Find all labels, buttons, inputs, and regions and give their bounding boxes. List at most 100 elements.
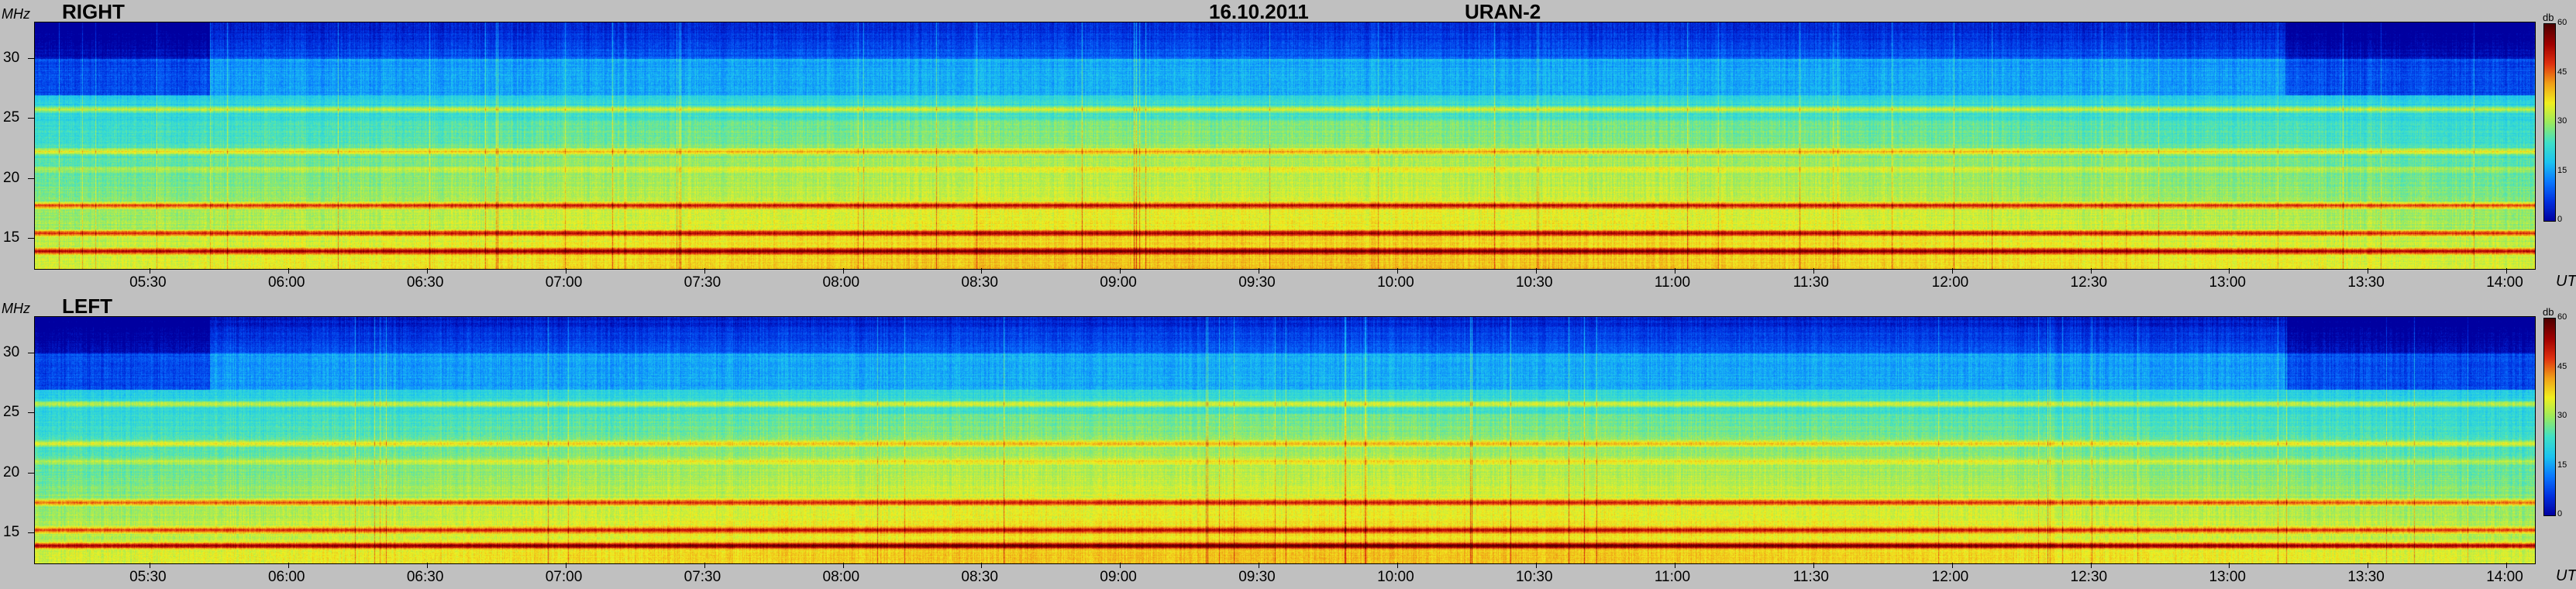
y-tick-mark <box>28 472 34 474</box>
x-tick-label: 06:30 <box>406 274 444 291</box>
x-tick-mark <box>704 563 705 568</box>
x-tick-mark <box>1535 563 1537 568</box>
x-tick-label: 12:00 <box>1931 274 1969 291</box>
colorbar <box>2543 318 2556 516</box>
x-tick-mark <box>704 268 705 274</box>
x-tick-label: 14:00 <box>2486 274 2523 291</box>
x-tick-mark <box>1535 268 1537 274</box>
x-tick-mark <box>1951 268 1953 274</box>
x-tick-mark <box>1120 563 1121 568</box>
y-tick-label: 25 <box>3 109 20 126</box>
x-tick-label: 14:00 <box>2486 569 2523 585</box>
x-tick-label: 09:00 <box>1100 569 1137 585</box>
x-axis-unit: UT <box>2556 567 2576 584</box>
x-tick-mark <box>981 563 983 568</box>
x-tick-mark <box>2229 268 2230 274</box>
x-tick-label: 12:30 <box>2070 569 2108 585</box>
x-tick-label: 06:00 <box>267 274 305 291</box>
x-tick-label: 13:30 <box>2347 569 2385 585</box>
observation-date: 16.10.2011 <box>1209 0 1309 23</box>
x-tick-mark <box>1120 268 1121 274</box>
colorbar-tick-label: 30 <box>2557 116 2567 126</box>
colorbar-unit: db <box>2543 306 2554 318</box>
x-tick-label: 07:30 <box>684 274 721 291</box>
panel-label: LEFT <box>62 294 112 318</box>
x-tick-label: 05:30 <box>129 569 167 585</box>
x-tick-mark <box>1397 268 1399 274</box>
x-tick-label: 08:00 <box>822 274 860 291</box>
x-tick-mark <box>565 268 567 274</box>
colorbar-tick-label: 45 <box>2557 67 2567 77</box>
y-tick-label: 15 <box>3 229 20 246</box>
x-tick-mark <box>426 268 428 274</box>
y-tick-mark <box>28 412 34 414</box>
x-tick-mark <box>842 268 844 274</box>
x-tick-label: 11:30 <box>1793 274 1829 291</box>
x-tick-label: 07:00 <box>545 569 583 585</box>
x-tick-label: 08:30 <box>961 569 998 585</box>
x-tick-mark <box>842 563 844 568</box>
colorbar-tick-label: 15 <box>2557 165 2567 175</box>
x-tick-label: 10:30 <box>1515 274 1553 291</box>
x-tick-label: 07:30 <box>684 569 721 585</box>
x-tick-label: 10:30 <box>1515 569 1553 585</box>
x-tick-label: 07:00 <box>545 274 583 291</box>
instrument-name: URAN-2 <box>1465 0 1541 23</box>
y-tick-label: 30 <box>3 49 20 66</box>
x-tick-mark <box>426 563 428 568</box>
y-tick-label: 25 <box>3 404 20 421</box>
panel-label: RIGHT <box>62 0 125 23</box>
x-tick-label: 09:00 <box>1100 274 1137 291</box>
colorbar-tick-label: 30 <box>2557 411 2567 420</box>
x-axis-unit: UT <box>2556 273 2576 290</box>
x-tick-label: 12:30 <box>2070 274 2108 291</box>
x-tick-mark <box>1397 563 1399 568</box>
y-tick-mark <box>28 177 34 179</box>
spectrum-heatmap <box>34 22 2536 270</box>
colorbar-tick-label: 60 <box>2557 312 2567 322</box>
x-tick-label: 12:00 <box>1931 569 1969 585</box>
spectrum-heatmap <box>34 316 2536 564</box>
x-tick-label: 05:30 <box>129 274 167 291</box>
x-tick-mark <box>288 268 289 274</box>
x-tick-mark <box>1813 268 1814 274</box>
x-tick-mark <box>1813 563 1814 568</box>
colorbar <box>2543 23 2556 222</box>
x-tick-label: 11:00 <box>1654 274 1691 291</box>
x-tick-mark <box>2090 563 2092 568</box>
x-tick-mark <box>981 268 983 274</box>
colorbar-tick-label: 15 <box>2557 460 2567 470</box>
colorbar-tick-label: 45 <box>2557 361 2567 371</box>
colorbar-tick-label: 0 <box>2557 509 2563 518</box>
y-axis-unit: MHz <box>2 301 30 316</box>
x-tick-label: 08:00 <box>822 569 860 585</box>
x-tick-label: 10:00 <box>1377 274 1414 291</box>
colorbar-tick-label: 0 <box>2557 215 2563 224</box>
x-tick-mark <box>2090 268 2092 274</box>
y-tick-mark <box>28 57 34 59</box>
x-tick-label: 09:30 <box>1238 569 1276 585</box>
x-tick-mark <box>1951 563 1953 568</box>
y-tick-label: 15 <box>3 524 20 541</box>
y-tick-mark <box>28 532 34 534</box>
x-tick-label: 13:00 <box>2209 569 2246 585</box>
x-tick-label: 13:00 <box>2209 274 2246 291</box>
x-tick-mark <box>2506 563 2508 568</box>
x-tick-label: 08:30 <box>961 274 998 291</box>
y-tick-label: 20 <box>3 463 20 480</box>
x-tick-label: 13:30 <box>2347 274 2385 291</box>
x-tick-mark <box>2506 268 2508 274</box>
x-tick-mark <box>565 563 567 568</box>
x-tick-label: 06:30 <box>406 569 444 585</box>
x-tick-label: 11:00 <box>1654 569 1691 585</box>
x-tick-mark <box>2229 563 2230 568</box>
y-tick-mark <box>28 118 34 119</box>
x-tick-label: 10:00 <box>1377 569 1414 585</box>
y-axis-unit: MHz <box>2 6 30 22</box>
x-tick-label: 09:30 <box>1238 274 1276 291</box>
x-tick-mark <box>288 563 289 568</box>
colorbar-unit: db <box>2543 12 2554 23</box>
y-tick-mark <box>28 238 34 239</box>
x-tick-label: 11:30 <box>1793 569 1829 585</box>
